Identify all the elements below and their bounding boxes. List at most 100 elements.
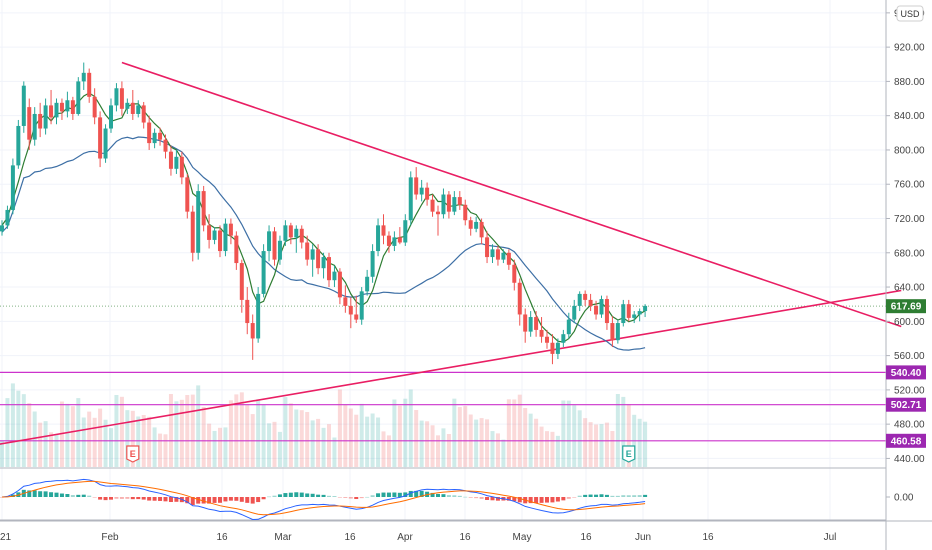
- candle-body: [354, 314, 359, 320]
- volume-bar: [523, 408, 528, 467]
- candle: [506, 249, 511, 270]
- macd-histogram-bar: [446, 495, 451, 497]
- level-price-badge: 502.71: [886, 397, 926, 412]
- candle-body: [425, 187, 430, 200]
- candle: [441, 188, 446, 219]
- candle: [141, 101, 146, 129]
- candle: [610, 316, 615, 348]
- macd-histogram-bar: [354, 497, 359, 500]
- volume-bar: [441, 428, 446, 467]
- volume-bar: [485, 419, 490, 467]
- macd-histogram-bar: [517, 497, 522, 503]
- time-tick-label: 16: [702, 532, 714, 543]
- volume-bar: [201, 407, 206, 467]
- candle: [147, 115, 152, 150]
- candle-body: [588, 299, 593, 306]
- time-tick-label: 16: [459, 532, 471, 543]
- candle-body: [294, 228, 299, 238]
- candle: [545, 329, 549, 349]
- earnings-marker-shape: [622, 445, 636, 463]
- volume-bar: [545, 431, 549, 467]
- macd-histogram-bar: [59, 493, 64, 497]
- candle-body: [130, 102, 135, 114]
- candle-body: [419, 187, 424, 195]
- grid-lines: [0, 0, 886, 520]
- macd-histogram-bar: [103, 497, 108, 501]
- volume-bar: [397, 405, 402, 467]
- candle-body: [555, 342, 560, 354]
- earnings-marker[interactable]: E: [126, 445, 140, 463]
- macd-histogram-bar: [599, 494, 604, 497]
- macd-histogram-bar: [397, 492, 402, 497]
- macd-histogram-bar: [310, 493, 315, 497]
- currency-button[interactable]: USD: [896, 5, 924, 22]
- volume-bar: [70, 406, 75, 467]
- candle: [21, 81, 26, 133]
- candle: [168, 145, 173, 176]
- candle-body: [561, 334, 566, 343]
- candle: [463, 199, 468, 226]
- macd-histogram-bar: [81, 494, 86, 497]
- volume-bar: [10, 383, 15, 467]
- macd-histogram-bar: [506, 497, 511, 501]
- price-tick-label: 640.00: [894, 283, 925, 294]
- candle-body: [343, 297, 348, 306]
- candle-body: [152, 132, 157, 144]
- candle-body: [92, 96, 97, 118]
- badge-text: 460.58: [891, 436, 922, 447]
- macd-histogram-bar: [65, 494, 70, 497]
- macd-histogram-bar: [38, 491, 43, 497]
- time-tick-label: Jul: [824, 532, 837, 543]
- candle: [59, 98, 64, 120]
- candle-body: [147, 122, 152, 144]
- candle-body: [218, 230, 222, 252]
- macd-histogram-bar: [632, 495, 637, 497]
- macd-histogram-bar: [566, 497, 571, 499]
- candle: [212, 227, 217, 245]
- candle-body: [583, 293, 588, 300]
- candle: [119, 81, 124, 116]
- badge-box: [886, 397, 926, 412]
- candle-body: [49, 105, 54, 118]
- volume-bar: [501, 439, 506, 467]
- candle: [5, 205, 10, 229]
- candle: [381, 214, 386, 245]
- macd-histogram-bar: [594, 494, 599, 497]
- macd-histogram-bar: [294, 492, 299, 497]
- candle: [0, 220, 4, 236]
- candle: [474, 216, 479, 233]
- candle: [98, 111, 103, 168]
- candle: [327, 252, 331, 288]
- macd-histogram-bar: [152, 497, 157, 501]
- volume-bar: [348, 408, 353, 467]
- candle-body: [490, 249, 495, 258]
- earnings-marker[interactable]: E: [622, 445, 636, 463]
- volume-bar: [65, 403, 70, 467]
- volume-bar: [599, 424, 604, 467]
- macd-histogram-bar: [370, 495, 375, 497]
- macd-histogram-bar: [190, 497, 195, 506]
- candle: [550, 334, 555, 365]
- candle-body: [332, 271, 337, 281]
- candle: [228, 218, 233, 245]
- candle: [70, 96, 75, 120]
- candle-body: [452, 197, 457, 212]
- candle: [490, 244, 495, 264]
- volume-bar: [343, 404, 348, 467]
- candle: [27, 98, 32, 150]
- volume-bar: [294, 409, 299, 467]
- candle-body: [119, 88, 124, 109]
- candlesticks: [0, 62, 648, 365]
- volume-bar: [512, 399, 517, 467]
- earnings-markers[interactable]: EEE: [126, 445, 932, 463]
- trendlines[interactable]: [0, 61, 902, 446]
- macd-histogram-bar: [392, 492, 397, 497]
- badge-box: [886, 299, 926, 314]
- time-tick-label: May: [513, 532, 532, 543]
- candle: [16, 119, 21, 169]
- candle-body: [626, 304, 631, 318]
- candle: [38, 102, 43, 138]
- volume-bar: [27, 403, 32, 467]
- macd-histogram-bar: [168, 497, 173, 502]
